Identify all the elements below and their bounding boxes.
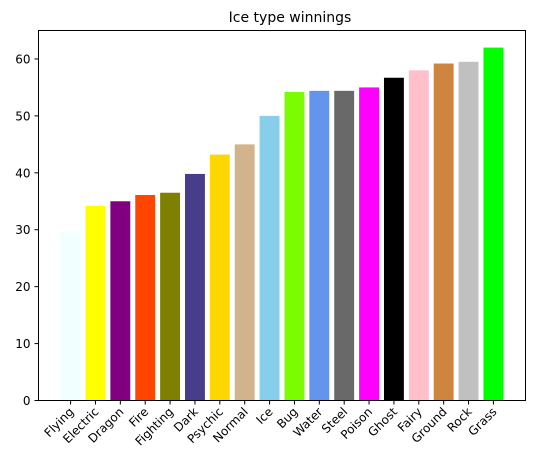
bar-fairy: [408, 70, 429, 401]
bar-fire: [135, 195, 156, 401]
bar-ground: [433, 63, 454, 401]
bar-bug: [284, 91, 305, 401]
bar-normal: [234, 144, 255, 401]
bar-water: [309, 90, 330, 401]
bar-ghost: [383, 77, 404, 401]
bar-flying: [60, 232, 81, 401]
bar-electric: [85, 205, 106, 401]
bar-steel: [334, 90, 355, 401]
plot-area: [60, 47, 504, 401]
x-tick-label: Ghost: [365, 405, 400, 440]
x-tick-label: Ice: [253, 405, 275, 427]
y-tick-label: 60: [15, 52, 30, 66]
x-tick-label: Grass: [466, 405, 500, 439]
y-axis: 0 10 20 30 40 50 60: [15, 52, 39, 408]
bar-ice: [259, 115, 280, 401]
y-tick-label: 30: [15, 223, 30, 237]
bar-grass: [483, 47, 504, 401]
bar-rock: [458, 61, 479, 401]
bar-poison: [359, 87, 380, 401]
bar-dark: [184, 173, 205, 401]
y-tick-label: 0: [23, 394, 31, 408]
bar-psychic: [209, 154, 230, 401]
y-tick-label: 20: [15, 280, 30, 294]
y-tick-label: 10: [15, 337, 30, 351]
axes-frame: [38, 30, 526, 401]
bar-dragon: [110, 201, 131, 401]
bar-fighting: [160, 192, 181, 401]
chart-title: Ice type winnings: [229, 10, 352, 26]
y-tick-label: 40: [15, 166, 30, 180]
y-tick-label: 50: [15, 109, 30, 123]
